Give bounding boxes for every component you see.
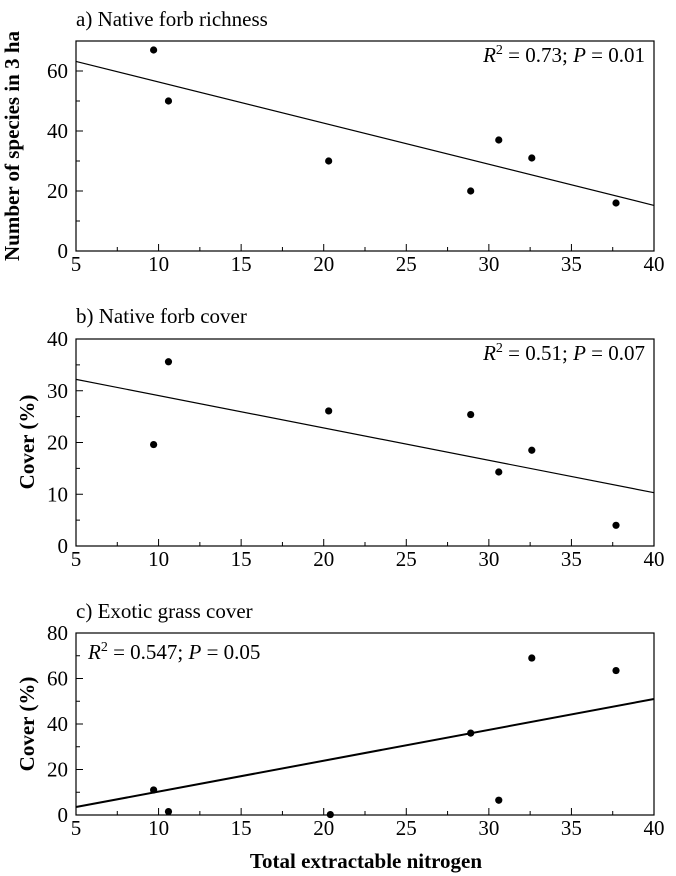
data-point bbox=[150, 440, 158, 449]
regression-line bbox=[75, 378, 655, 494]
y-axis-title: Cover (%) bbox=[15, 677, 39, 772]
y-tick-label: 30 bbox=[47, 379, 68, 403]
x-tick-label: 40 bbox=[644, 816, 665, 840]
data-point bbox=[326, 810, 334, 819]
panel-exotic-grass-cover: c) Exotic grass cover 5 10 15 20 25 30 35 40 0 20… bbox=[15, 599, 665, 873]
axis-ticks: 5 10 15 20 25 30 35 40 0 20 40 60 bbox=[47, 59, 665, 276]
panel-title: a) Native forb richness bbox=[76, 7, 268, 31]
x-tick-label: 15 bbox=[231, 547, 252, 571]
x-axis-title: Total extractable nitrogen bbox=[250, 849, 482, 873]
x-tick-label: 25 bbox=[396, 547, 417, 571]
data-point bbox=[528, 446, 536, 454]
stat-label: R2 = 0.547; P = 0.05 bbox=[87, 640, 260, 664]
y-tick-label: 20 bbox=[47, 179, 68, 203]
x-tick-label: 20 bbox=[313, 252, 334, 276]
panel-title: b) Native forb cover bbox=[76, 304, 247, 328]
data-point bbox=[528, 654, 536, 662]
data-points bbox=[150, 654, 620, 819]
data-point bbox=[150, 786, 158, 794]
data-point bbox=[612, 521, 620, 529]
y-tick-label: 40 bbox=[47, 712, 68, 736]
x-tick-label: 30 bbox=[478, 252, 499, 276]
y-tick-label: 20 bbox=[47, 758, 68, 782]
x-tick-label: 35 bbox=[561, 816, 582, 840]
y-axis-title: Number of species in 3 ha bbox=[0, 30, 24, 261]
x-tick-label: 35 bbox=[561, 547, 582, 571]
x-tick-label: 10 bbox=[148, 252, 169, 276]
x-tick-label: 5 bbox=[71, 252, 82, 276]
data-point bbox=[467, 729, 475, 737]
plot-frame bbox=[75, 40, 655, 252]
x-tick-label: 40 bbox=[644, 547, 665, 571]
data-point bbox=[325, 407, 333, 415]
data-point bbox=[495, 136, 503, 144]
x-tick-label: 25 bbox=[396, 816, 417, 840]
panel-native-forb-richness: a) Native forb richness 5 10 15 20 25 30 35 40 0… bbox=[0, 7, 665, 276]
y-tick-label: 40 bbox=[47, 327, 68, 351]
stat-label: R2 = 0.73; P = 0.01 bbox=[482, 43, 645, 67]
data-point bbox=[612, 666, 620, 675]
x-tick-label: 10 bbox=[148, 547, 169, 571]
data-points bbox=[150, 46, 620, 207]
x-tick-label: 5 bbox=[71, 816, 82, 840]
y-tick-label: 80 bbox=[47, 621, 68, 645]
x-tick-label: 15 bbox=[231, 816, 252, 840]
y-tick-label: 0 bbox=[58, 803, 69, 827]
y-tick-label: 60 bbox=[47, 59, 68, 83]
x-tick-label: 40 bbox=[644, 252, 665, 276]
regression-line bbox=[75, 60, 655, 206]
regression-line bbox=[75, 697, 655, 809]
x-tick-label: 35 bbox=[561, 252, 582, 276]
plot-frame bbox=[75, 338, 655, 547]
x-tick-label: 25 bbox=[396, 252, 417, 276]
data-point bbox=[164, 358, 173, 366]
data-point bbox=[467, 410, 475, 419]
x-tick-label: 30 bbox=[478, 547, 499, 571]
data-point bbox=[495, 796, 503, 804]
y-tick-label: 20 bbox=[47, 431, 68, 455]
data-point bbox=[495, 468, 503, 476]
axis-ticks: 5 10 15 20 25 30 35 40 0 20 40 60 80 bbox=[47, 621, 665, 840]
data-point bbox=[164, 807, 173, 816]
y-axis-title: Cover (%) bbox=[15, 395, 39, 490]
y-tick-label: 40 bbox=[47, 119, 68, 143]
x-tick-label: 20 bbox=[313, 547, 334, 571]
data-point bbox=[612, 199, 620, 207]
x-tick-label: 20 bbox=[313, 816, 334, 840]
data-point bbox=[467, 187, 475, 195]
data-point bbox=[528, 154, 536, 162]
data-point bbox=[164, 97, 173, 105]
x-tick-label: 15 bbox=[231, 252, 252, 276]
x-tick-label: 5 bbox=[71, 547, 82, 571]
panel-title: c) Exotic grass cover bbox=[76, 599, 253, 623]
data-point bbox=[150, 46, 158, 54]
y-tick-label: 0 bbox=[58, 239, 69, 263]
y-tick-label: 60 bbox=[47, 667, 68, 691]
y-tick-label: 10 bbox=[47, 482, 68, 506]
x-tick-label: 30 bbox=[478, 816, 499, 840]
x-tick-label: 10 bbox=[148, 816, 169, 840]
panel-native-forb-cover: b) Native forb cover 5 10 15 20 25 30 35 40 0 10 2… bbox=[15, 304, 665, 571]
data-points bbox=[150, 358, 620, 529]
y-tick-label: 0 bbox=[58, 534, 69, 558]
data-point bbox=[325, 157, 333, 165]
stat-label: R2 = 0.51; P = 0.07 bbox=[482, 341, 645, 365]
axis-ticks: 5 10 15 20 25 30 35 40 0 10 20 30 40 bbox=[47, 327, 665, 571]
